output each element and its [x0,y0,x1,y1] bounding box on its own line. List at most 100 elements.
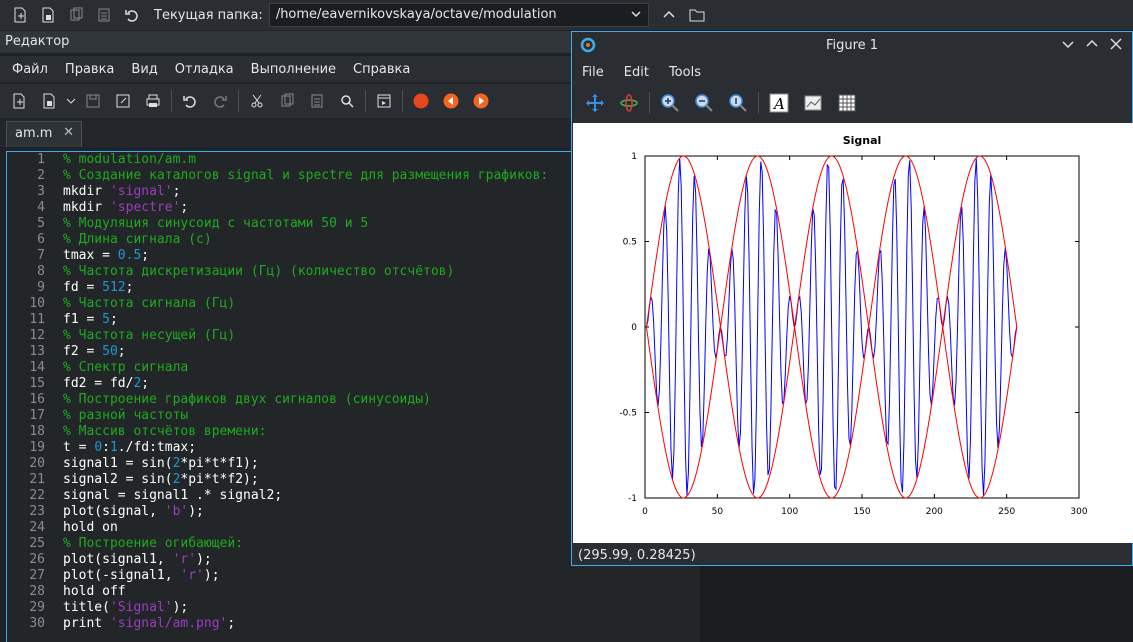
code-line[interactable]: 14 % Спектр сигнала [7,360,700,376]
cut-icon[interactable] [242,89,272,113]
code-text: plot(-signal1, 'r'); [63,568,220,583]
undo-icon[interactable] [118,3,146,27]
reset-zoom-icon[interactable] [721,91,755,115]
pan-icon[interactable] [578,91,612,115]
figure-window: Figure 1 File Edit Tools A Signal 0 50 100 1… [571,31,1133,566]
code-text: signal = signal1 .* signal2; [63,488,283,503]
code-line[interactable]: 29 title('Signal'); [7,600,700,616]
copy-icon[interactable] [272,89,302,113]
code-line[interactable]: 11 f1 = 5; [7,312,700,328]
new-script-icon[interactable] [6,3,34,27]
code-text: print 'signal/am.png'; [63,616,236,631]
minimize-icon[interactable] [1060,36,1076,56]
menu-help[interactable]: Справка [353,61,411,77]
code-line[interactable]: 18 % Массив отсчётов времени: [7,424,700,440]
envelope-series-line [645,155,1018,499]
line-number: 13 [29,344,45,359]
code-text: % Создание каталогов signal и spectre дл… [63,168,549,183]
code-line[interactable]: 21 signal2 = sin(2*pi*t*f2); [7,472,700,488]
menu-edit[interactable]: Правка [64,61,115,77]
code-line[interactable]: 27 plot(-signal1, 'r'); [7,568,700,584]
menu-edit[interactable]: Edit [623,65,649,80]
code-line[interactable]: 3 mkdir 'signal'; [7,184,700,200]
breakpoint-icon[interactable] [406,89,436,113]
menu-tools[interactable]: Tools [668,65,701,80]
line-number: 28 [29,584,45,599]
figure-title: Figure 1 [825,38,879,53]
current-folder-combo[interactable]: /home/eavernikovskaya/octave/modulation [268,3,649,27]
code-line[interactable]: 25 % Построение огибающей: [7,536,700,552]
new-file-icon[interactable] [4,89,34,113]
line-number: 7 [37,248,45,263]
zoom-in-icon[interactable] [653,91,687,115]
plot-canvas[interactable]: Signal 0 50 100 150 200 250 300 1 0.5 0 -0.5 -1 [573,123,1133,543]
undo-icon[interactable] [175,89,205,113]
code-line[interactable]: 2 % Создание каталогов signal и spectre д… [7,168,700,184]
previous-breakpoint-icon[interactable] [436,89,466,113]
x-tick-label: 300 [1070,507,1087,517]
rotate-icon[interactable] [612,91,646,115]
menu-debug[interactable]: Отладка [174,61,234,77]
figure-toolbar: A [572,86,1132,119]
redo-icon[interactable] [205,89,235,113]
parent-folder-icon[interactable] [655,3,683,27]
next-breakpoint-icon[interactable] [466,89,496,113]
toolbar-separator [238,90,239,112]
code-line[interactable]: 22 signal = signal1 .* signal2; [7,488,700,504]
browse-folder-icon[interactable] [683,3,711,27]
paste-icon[interactable] [302,89,332,113]
axes-icon[interactable] [796,91,830,115]
menu-file[interactable]: Файл [12,61,48,77]
code-line[interactable]: 8 % Частота дискретизации (Гц) (количеств… [7,264,700,280]
code-line[interactable]: 24 hold on [7,520,700,536]
code-text: title('Signal'); [63,600,189,615]
print-icon[interactable] [138,89,168,113]
close-icon[interactable]: ✕ [63,125,74,140]
code-line[interactable]: 28 hold off [7,584,700,600]
editor-toolbar [0,84,571,118]
save-icon[interactable] [78,89,108,113]
maximize-icon[interactable] [1084,36,1100,56]
menu-view[interactable]: Вид [131,61,158,77]
menu-file[interactable]: File [582,65,604,80]
grid-icon[interactable] [830,91,864,115]
open-file-icon[interactable] [34,89,64,113]
code-line[interactable]: 15 fd2 = fd/2; [7,376,700,392]
code-line[interactable]: 7 tmax = 0.5; [7,248,700,264]
code-line[interactable]: 5 % Модуляция синусоид с частотами 50 и 5 [7,216,700,232]
code-line[interactable]: 20 signal1 = sin(2*pi*t*f1); [7,456,700,472]
code-text: mkdir 'spectre'; [63,200,189,215]
code-line[interactable]: 10 % Частота сигнала (Гц) [7,296,700,312]
new-function-icon[interactable] [34,3,62,27]
paste-icon[interactable] [90,3,118,27]
line-number: 29 [29,600,45,615]
y-tick-label: 1 [631,152,637,162]
menu-run[interactable]: Выполнение [250,61,337,77]
save-as-icon[interactable] [108,89,138,113]
line-number: 5 [37,216,45,231]
tab-am-m[interactable]: am.m ✕ [6,121,82,147]
chevron-down-icon[interactable] [64,89,78,113]
find-icon[interactable] [332,89,362,113]
code-line[interactable]: 1 % modulation/am.m [7,152,700,168]
svg-text:A: A [772,95,785,113]
run-file-icon[interactable] [369,89,399,113]
code-line[interactable]: 16 % Построение графиков двух сигналов (с… [7,392,700,408]
code-line[interactable]: 23 plot(signal, 'b'); [7,504,700,520]
code-line[interactable]: 4 mkdir 'spectre'; [7,200,700,216]
zoom-out-icon[interactable] [687,91,721,115]
code-line[interactable]: 6 % Длина сигнала (с) [7,232,700,248]
plot-frame [644,155,1080,499]
code-line[interactable]: 19 t = 0:1./fd:tmax; [7,440,700,456]
code-line[interactable]: 12 % Частота несущей (Гц) [7,328,700,344]
code-line[interactable]: 13 f2 = 50; [7,344,700,360]
copy-icon[interactable] [62,3,90,27]
line-number: 21 [29,472,45,487]
close-icon[interactable] [1108,36,1124,56]
code-line[interactable]: 17 % разной частоты [7,408,700,424]
code-line[interactable]: 30 print 'signal/am.png'; [7,616,700,632]
code-line[interactable]: 26 plot(signal1, 'r'); [7,552,700,568]
text-icon[interactable]: A [762,91,796,115]
code-line[interactable]: 9 fd = 512; [7,280,700,296]
chevron-down-icon[interactable] [630,8,642,24]
